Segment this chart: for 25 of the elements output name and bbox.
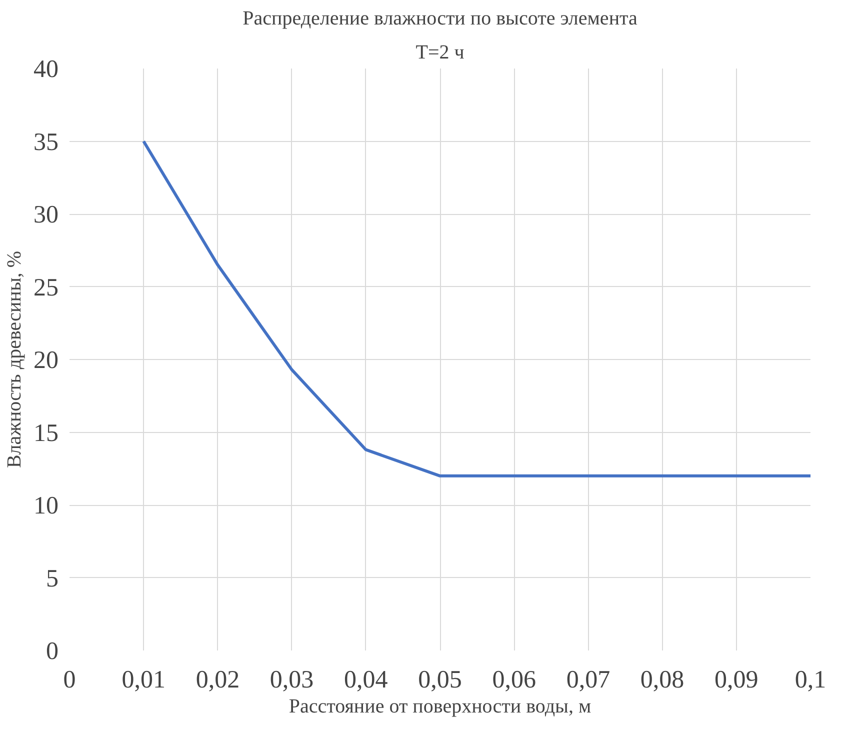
y-tick-label: 25 xyxy=(34,274,58,302)
y-tick-label: 40 xyxy=(34,56,58,83)
y-tick-label: 35 xyxy=(34,128,58,156)
y-tick-label: 10 xyxy=(34,492,58,520)
x-tick-label: 0,09 xyxy=(714,666,758,694)
x-tick-label: 0,03 xyxy=(270,666,314,694)
y-tick-label: 15 xyxy=(34,420,58,447)
chart-subtitle: T=2 ч xyxy=(416,42,464,64)
y-tick-label: 0 xyxy=(46,638,58,665)
y-axis-title: Влажность древесины, % xyxy=(4,250,26,468)
x-tick-label: 0,1 xyxy=(794,666,826,694)
x-tick-label: 0,02 xyxy=(196,666,240,694)
line-series xyxy=(142,140,810,478)
x-tick-label: 0 xyxy=(63,666,76,694)
x-axis-title: Расстояние от поверхности воды, м xyxy=(288,696,592,718)
x-tick-label: 0,07 xyxy=(566,666,610,694)
y-tick-label: 20 xyxy=(34,347,58,374)
chart-title: Распределение влажности по высоте элемента xyxy=(242,8,638,30)
y-tick-label: 30 xyxy=(34,202,58,228)
y-tick-label: 5 xyxy=(46,565,58,592)
x-tick-label: 0,04 xyxy=(344,666,388,694)
x-tick-label: 0,06 xyxy=(492,666,536,694)
x-tick-label: 0,01 xyxy=(122,666,166,694)
x-tick-label: 0,05 xyxy=(418,666,462,694)
x-tick-label: 0,08 xyxy=(640,666,684,694)
